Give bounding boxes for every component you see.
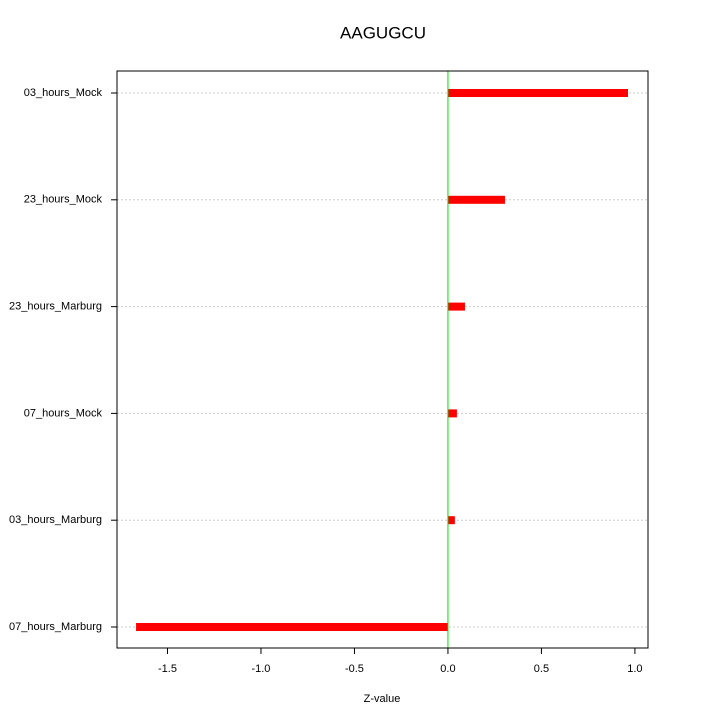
- y-tick-label: 07_hours_Marburg: [9, 621, 102, 633]
- bar: [447, 516, 455, 525]
- y-tick-label: 03_hours_Mock: [24, 87, 103, 99]
- bar: [447, 409, 457, 418]
- y-tick-label: 23_hours_Marburg: [9, 301, 102, 313]
- x-tick-label: -1.0: [251, 663, 270, 675]
- x-tick-label: 0.5: [534, 663, 549, 675]
- plot-frame: [116, 70, 649, 649]
- bar: [447, 195, 505, 204]
- y-tick-label: 07_hours_Mock: [24, 407, 103, 419]
- x-tick-label: -0.5: [345, 663, 364, 675]
- x-tick-label: 1.0: [627, 663, 642, 675]
- x-tick-label: -1.5: [158, 663, 177, 675]
- bar: [447, 89, 628, 97]
- x-tick-label: 0.0: [440, 663, 455, 675]
- x-axis-label: Z-value: [364, 693, 401, 705]
- chart-title: AAGUGCU: [340, 23, 426, 42]
- bar: [447, 302, 465, 311]
- bar: [136, 623, 448, 631]
- y-tick-label: 23_hours_Mock: [24, 194, 103, 206]
- y-tick-label: 03_hours_Marburg: [9, 514, 102, 526]
